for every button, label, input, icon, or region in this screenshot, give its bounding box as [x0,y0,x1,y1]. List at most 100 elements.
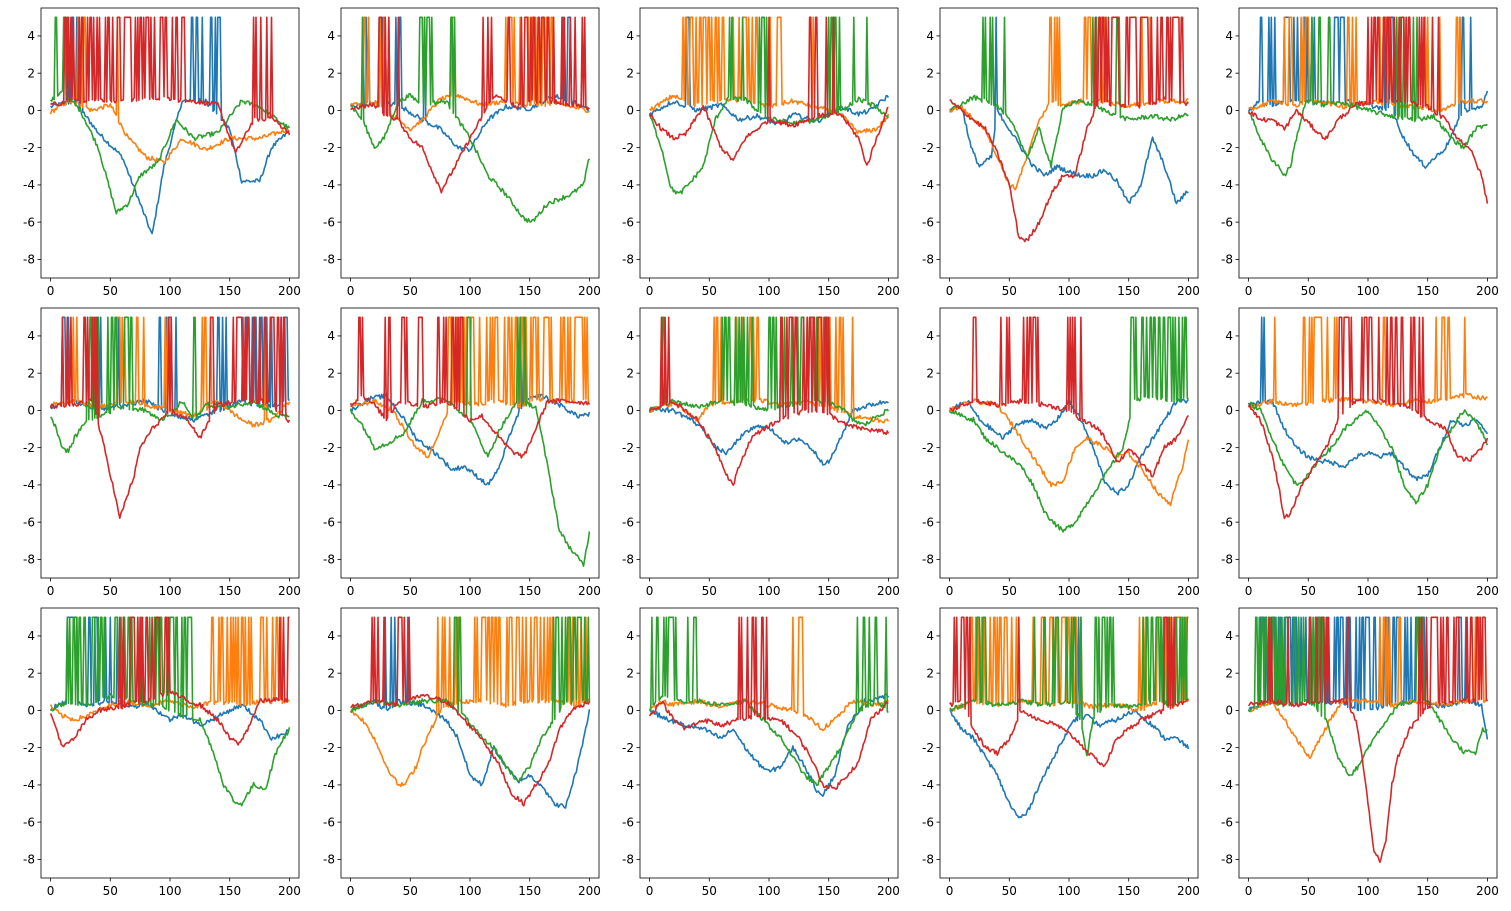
x-tick-label: 100 [758,284,781,298]
series-line-1 [649,693,890,798]
x-tick-label: 200 [278,884,301,898]
series-line-4 [350,16,590,194]
x-tick-label: 100 [459,884,482,898]
y-tick-label: 4 [27,329,35,343]
y-tick-label: 0 [27,104,35,118]
x-tick-label: 50 [103,584,118,598]
x-tick-label: 100 [159,284,182,298]
y-tick-label: 0 [1225,404,1233,418]
subplot-3: 0 50 100 150 200 -8 -6 -4 -2 0 2 4 [622,7,900,298]
x-tick-label: 100 [758,584,781,598]
y-tick-label: 4 [626,629,634,643]
subplot-14: 0 50 100 150 200 -8 -6 -4 -2 0 2 4 [922,607,1200,898]
series-line-3 [649,616,889,787]
x-tick-label: 50 [403,584,418,598]
x-tick-label: 200 [1476,584,1499,598]
x-tick-label: 200 [877,584,900,598]
series-line-1 [49,616,290,741]
x-tick-label: 0 [347,284,355,298]
y-tick-label: -8 [23,553,35,567]
x-tick-label: 100 [459,284,482,298]
series-line-4 [949,316,1190,478]
series-line-1 [350,616,591,809]
series-line-2 [948,398,1190,507]
x-tick-label: 0 [347,584,355,598]
x-tick-label: 200 [1177,584,1200,598]
x-tick-label: 50 [1002,584,1017,598]
y-tick-label: 4 [1225,29,1233,43]
y-tick-label: -6 [1221,815,1233,829]
x-tick-label: 100 [1058,584,1081,598]
y-tick-label: -6 [922,215,934,229]
x-tick-label: 0 [646,584,654,598]
x-tick-label: 150 [218,284,241,298]
x-tick-label: 0 [946,584,954,598]
series-line-4 [648,316,890,487]
series-line-3 [949,616,1189,757]
plot-area [49,16,291,235]
y-tick-label: -4 [922,478,934,492]
y-tick-label: 2 [926,666,934,680]
subplot-7: 0 50 100 150 200 -8 -6 -4 -2 0 2 4 [323,307,601,598]
x-tick-label: 50 [403,284,418,298]
y-tick-label: -6 [1221,515,1233,529]
subplot-4: 0 50 100 150 200 -8 -6 -4 -2 0 2 4 [922,7,1200,298]
y-tick-label: 2 [626,66,634,80]
y-tick-label: 0 [1225,104,1233,118]
y-tick-label: 2 [27,66,35,80]
x-tick-label: 0 [1245,584,1253,598]
x-tick-label: 50 [1002,284,1017,298]
y-tick-label: 2 [1225,66,1233,80]
y-tick-label: -6 [23,815,35,829]
x-tick-label: 0 [1245,284,1253,298]
x-tick-label: 50 [702,584,717,598]
x-tick-label: 100 [1357,884,1380,898]
subplot-12: 0 50 100 150 200 -8 -6 -4 -2 0 2 4 [323,607,601,898]
series-line-4 [49,616,290,748]
x-tick-label: 150 [1117,884,1140,898]
x-tick-label: 150 [1416,284,1439,298]
x-tick-label: 150 [518,884,541,898]
x-tick-label: 150 [1117,284,1140,298]
y-tick-label: 2 [327,66,335,80]
x-tick-label: 100 [1357,284,1380,298]
y-tick-label: -4 [323,178,335,192]
x-tick-label: 0 [946,284,954,298]
series-line-2 [949,616,1190,713]
y-tick-label: -6 [622,815,634,829]
x-tick-label: 50 [103,284,118,298]
y-tick-label: 2 [327,366,335,380]
x-tick-label: 100 [1357,584,1380,598]
y-tick-label: -2 [1221,441,1233,455]
x-tick-label: 50 [1301,284,1316,298]
y-tick-label: -8 [323,553,335,567]
series-line-3 [1248,401,1489,505]
plot-area [1247,316,1489,520]
series-line-2 [49,316,291,428]
series-line-4 [1247,316,1489,520]
series-line-3 [349,316,591,568]
y-tick-label: -6 [922,515,934,529]
x-tick-label: 150 [218,884,241,898]
x-tick-label: 200 [1177,284,1200,298]
plot-area [49,316,291,520]
plot-area [1247,616,1489,864]
x-tick-label: 0 [946,884,954,898]
x-tick-label: 200 [877,284,900,298]
y-tick-label: -6 [323,815,335,829]
series-line-1 [50,16,290,235]
y-tick-label: 0 [327,704,335,718]
subplot-9: 0 50 100 150 200 -8 -6 -4 -2 0 2 4 [922,307,1200,598]
series-line-4 [949,16,1189,243]
y-tick-label: -6 [323,515,335,529]
y-tick-label: -8 [23,853,35,867]
series-line-2 [349,616,591,788]
y-tick-label: 4 [27,629,35,643]
y-tick-label: -2 [23,741,35,755]
x-tick-label: 150 [1416,884,1439,898]
series-line-4 [1247,616,1488,864]
subplot-13: 0 50 100 150 200 -8 -6 -4 -2 0 2 4 [622,607,900,898]
series-line-3 [50,16,291,215]
series-line-1 [949,616,1190,819]
x-tick-label: 200 [578,584,601,598]
